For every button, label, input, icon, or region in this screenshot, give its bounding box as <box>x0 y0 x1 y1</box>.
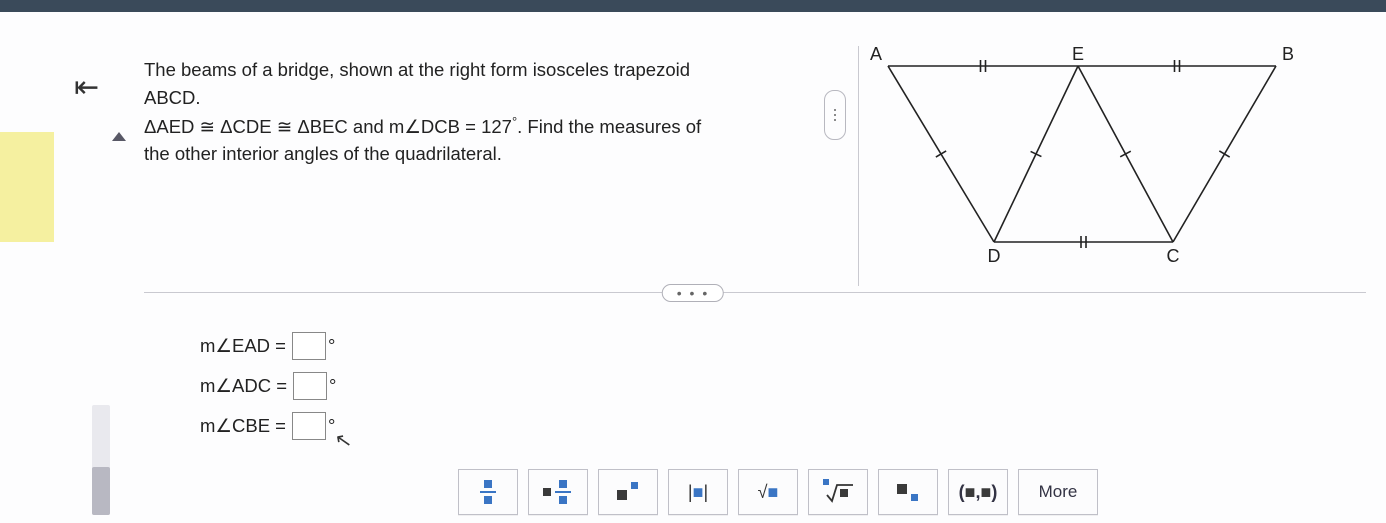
expand-pill-icon[interactable]: • • • <box>662 284 724 302</box>
ans-ead-input[interactable] <box>292 332 326 360</box>
problem-line3-post: . Find the measures of <box>517 116 701 137</box>
math-btn-frac[interactable] <box>458 469 518 515</box>
left-sidebar <box>0 12 54 523</box>
trapezoid-diagram: A E B D C <box>858 46 1378 286</box>
sidebar-highlight <box>0 132 54 242</box>
ans-ead-angle: ∠EAD <box>215 335 270 356</box>
svg-text:C: C <box>1167 246 1180 266</box>
problem-line4: the other interior angles of the quadril… <box>144 143 502 164</box>
math-btn-nroot[interactable] <box>808 469 868 515</box>
back-arrow-icon[interactable]: ⇤ <box>74 70 99 105</box>
math-toolbar: | ■ |√■ (■,■)More <box>458 469 1098 515</box>
ans-cbe-pre: m <box>200 415 215 436</box>
math-btn-sqrt[interactable]: √■ <box>738 469 798 515</box>
problem-line3-pre: ΔAED ≅ ΔCDE ≅ ΔBEC and m <box>144 116 404 137</box>
problem-line2: ABCD. <box>144 87 201 108</box>
answer-row-ead: m∠EAD = ° <box>200 332 336 360</box>
diagram-divider <box>858 46 859 286</box>
problem-value-127: 127 <box>481 116 512 137</box>
svg-text:A: A <box>870 46 882 64</box>
math-btn-more[interactable]: More <box>1018 469 1098 515</box>
ans-cbe-eq: = <box>270 415 286 436</box>
cursor-icon: ↖ <box>333 427 354 455</box>
ans-adc-pre: m <box>200 375 215 396</box>
ans-adc-input[interactable] <box>293 372 327 400</box>
ans-ead-pre: m <box>200 335 215 356</box>
svg-text:B: B <box>1282 46 1294 64</box>
scrollbar-thumb[interactable] <box>92 467 110 515</box>
math-btn-subscript[interactable] <box>878 469 938 515</box>
section-divider <box>144 292 1366 293</box>
problem-angle-dcb: ∠DCB <box>404 116 460 137</box>
math-btn-mixed[interactable] <box>528 469 588 515</box>
problem-statement: The beams of a bridge, shown at the righ… <box>144 56 794 168</box>
problem-eq: = <box>460 116 481 137</box>
answer-row-adc: m∠ADC = ° <box>200 372 336 400</box>
ans-ead-eq: = <box>270 335 286 356</box>
diagram-svg: A E B D C <box>858 46 1378 286</box>
math-btn-coord[interactable]: (■,■) <box>948 469 1008 515</box>
ans-adc-unit: ° <box>329 375 336 397</box>
page-root: ⇤ The beams of a bridge, shown at the ri… <box>0 12 1386 523</box>
ans-cbe-input[interactable] <box>292 412 326 440</box>
ans-cbe-angle: ∠CBE <box>215 415 270 436</box>
svg-text:E: E <box>1072 46 1084 64</box>
ans-adc-angle: ∠ADC <box>215 375 271 396</box>
answer-row-cbe: m∠CBE = ° <box>200 412 336 440</box>
collapse-caret-icon[interactable] <box>112 132 126 141</box>
math-btn-power[interactable] <box>598 469 658 515</box>
ans-ead-unit: ° <box>328 335 335 357</box>
math-btn-abs[interactable]: | ■ | <box>668 469 728 515</box>
problem-line1: The beams of a bridge, shown at the righ… <box>144 59 690 80</box>
svg-text:D: D <box>988 246 1001 266</box>
ans-adc-eq: = <box>271 375 287 396</box>
panel-drag-handle-icon[interactable] <box>824 90 846 140</box>
answer-area: m∠EAD = ° m∠ADC = ° m∠CBE = ° <box>200 332 336 452</box>
vertical-scrollbar[interactable] <box>92 405 110 515</box>
window-titlebar <box>0 0 1386 12</box>
